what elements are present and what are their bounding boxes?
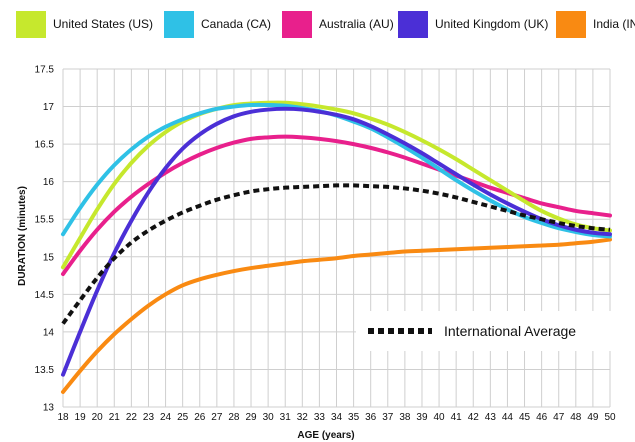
legend-label-us: United States (US) <box>53 17 154 31</box>
y-axis-ticks: 13 13.5 14 14.5 15 15.5 16 16.5 17 17.5 <box>35 65 55 414</box>
legend-swatch-au <box>282 10 312 38</box>
legend-item-in: India (IN) <box>556 10 635 38</box>
y-axis-label: DURATION (minutes) <box>17 186 28 286</box>
y-tick-label: 17.5 <box>35 65 55 76</box>
legend-label-au: Australia (AU) <box>319 17 394 31</box>
y-tick-label: 14 <box>43 327 55 338</box>
x-tick-label: 42 <box>468 412 480 423</box>
series-line-united-kingdom-uk <box>61 106 612 377</box>
legend-label-ca: Canada (CA) <box>201 17 272 31</box>
legend-item-uk: United Kingdom (UK) <box>398 10 548 38</box>
x-tick-label: 38 <box>399 412 411 423</box>
inset-legend: International Average <box>356 311 614 351</box>
x-tick-label: 34 <box>331 412 343 423</box>
y-tick-label: 17 <box>43 102 55 113</box>
series-line-india-in <box>61 237 612 394</box>
y-tick-label: 13.5 <box>35 365 55 376</box>
x-tick-label: 22 <box>126 412 138 423</box>
x-tick-label: 35 <box>348 412 360 423</box>
x-tick-label: 28 <box>228 412 240 423</box>
y-tick-label: 13 <box>43 403 55 414</box>
x-tick-label: 46 <box>536 412 548 423</box>
chart-legend: United States (US) Canada (CA) Australia… <box>0 0 635 46</box>
x-tick-label: 48 <box>570 412 582 423</box>
x-tick-label: 21 <box>109 412 121 423</box>
x-tick-label: 18 <box>57 412 69 423</box>
x-tick-label: 26 <box>194 412 206 423</box>
legend-swatch-uk <box>398 10 428 38</box>
inset-legend-label: International Average <box>444 323 576 339</box>
legend-item-us: United States (US) <box>16 10 153 38</box>
legend-label-in: India (IN) <box>593 17 635 31</box>
y-tick-label: 16.5 <box>35 140 55 151</box>
x-tick-label: 43 <box>485 412 497 423</box>
x-tick-label: 45 <box>519 412 531 423</box>
y-tick-label: 15 <box>43 252 55 263</box>
x-tick-label: 41 <box>451 412 463 423</box>
grid <box>62 68 611 408</box>
x-tick-label: 23 <box>143 412 155 423</box>
x-tick-label: 19 <box>75 412 87 423</box>
legend-swatch-in <box>556 10 586 38</box>
x-tick-label: 40 <box>434 412 446 423</box>
legend-label-uk: United Kingdom (UK) <box>435 17 549 31</box>
legend-item-ca: Canada (CA) <box>164 10 271 38</box>
x-axis-ticks: 18 19 20 21 22 23 24 25 26 27 28 29 30 31 32 33 34 35 36 37… <box>57 412 616 423</box>
x-tick-label: 30 <box>263 412 275 423</box>
x-tick-label: 33 <box>314 412 326 423</box>
x-tick-label: 27 <box>211 412 223 423</box>
legend-swatch-us <box>16 10 46 38</box>
x-tick-label: 49 <box>587 412 599 423</box>
y-tick-label: 14.5 <box>35 290 55 301</box>
x-tick-label: 31 <box>280 412 292 423</box>
x-tick-label: 47 <box>553 412 565 423</box>
x-tick-label: 44 <box>502 412 514 423</box>
x-tick-label: 20 <box>92 412 104 423</box>
series-lines <box>61 100 612 394</box>
x-tick-label: 32 <box>297 412 309 423</box>
series-line-international-average <box>61 183 611 325</box>
x-tick-label: 39 <box>416 412 428 423</box>
x-tick-label: 25 <box>177 412 189 423</box>
x-tick-label: 37 <box>382 412 394 423</box>
x-tick-label: 36 <box>365 412 377 423</box>
series-line-united-states-us <box>61 100 612 270</box>
x-tick-label: 50 <box>604 412 616 423</box>
x-tick-label: 24 <box>160 412 172 423</box>
x-axis-label: AGE (years) <box>297 430 354 441</box>
legend-swatch-ca <box>164 10 194 38</box>
legend-item-au: Australia (AU) <box>282 10 394 38</box>
y-tick-label: 16 <box>43 177 55 188</box>
y-tick-label: 15.5 <box>35 215 55 226</box>
x-tick-label: 29 <box>245 412 257 423</box>
